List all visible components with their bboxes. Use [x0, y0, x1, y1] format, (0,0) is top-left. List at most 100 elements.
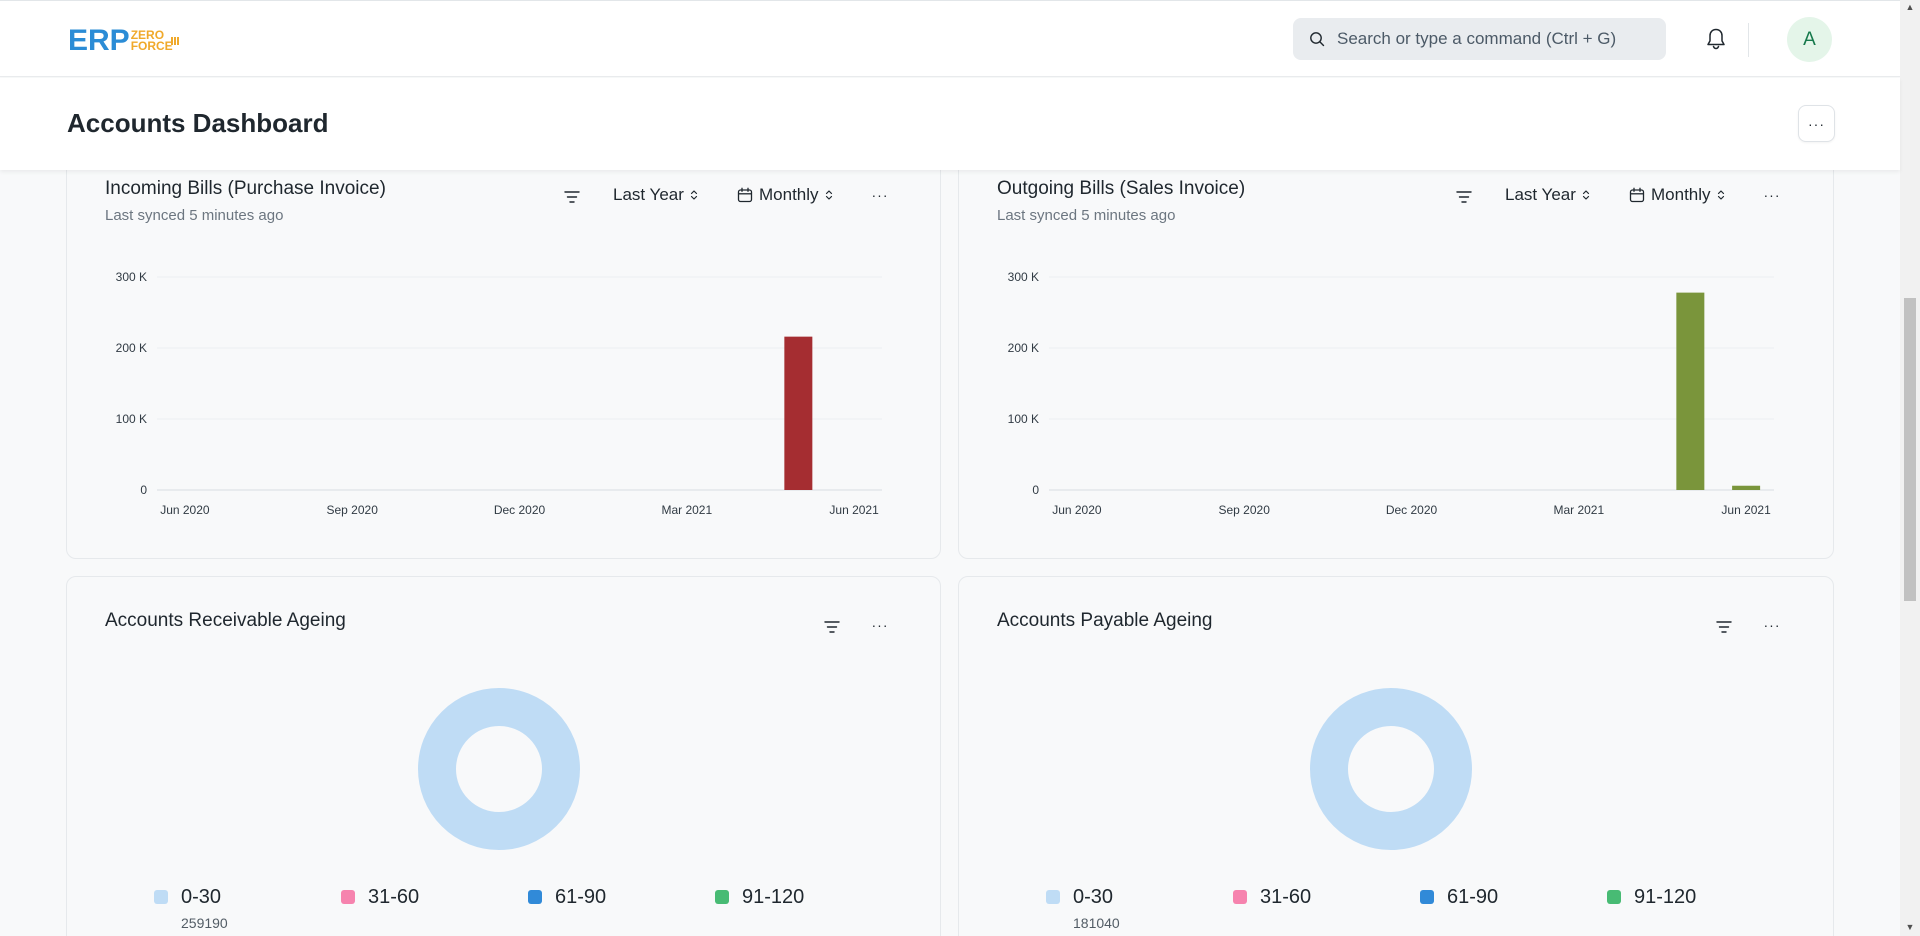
page-title: Accounts Dashboard — [67, 108, 329, 138]
x-tick-label: Sep 2020 — [326, 503, 378, 517]
user-avatar[interactable]: A — [1787, 17, 1832, 62]
card-menu-button[interactable]: ··· — [867, 185, 893, 205]
bar-may-2021[interactable] — [1676, 292, 1705, 490]
notification-bell-icon[interactable] — [1705, 27, 1727, 56]
y-tick-label: 100 K — [1008, 412, 1039, 426]
bar-may-2021[interactable] — [784, 336, 813, 490]
legend-label: 61-90 — [555, 886, 607, 908]
legend-swatch — [1233, 890, 1247, 904]
more-icon: ··· — [871, 187, 889, 203]
card-title: Incoming Bills (Purchase Invoice) — [105, 178, 386, 199]
time-range-select[interactable]: Last Year — [1505, 185, 1590, 205]
interval-select[interactable]: Monthly — [737, 185, 833, 205]
y-tick-label: 0 — [1032, 483, 1039, 497]
search-icon — [1310, 32, 1325, 47]
sort-chevron-icon — [1582, 190, 1590, 200]
x-tick-label: Jun 2020 — [160, 503, 210, 517]
filter-button[interactable] — [820, 617, 844, 637]
receivable-ageing-card: Accounts Receivable Ageing ··· 0-30 25919… — [66, 576, 941, 936]
calendar-icon — [737, 187, 753, 203]
legend-swatch — [528, 890, 542, 904]
y-tick-label: 0 — [140, 483, 147, 497]
filter-icon — [1716, 621, 1732, 633]
y-tick-label: 300 K — [116, 270, 147, 284]
interval-label: Monthly — [759, 185, 819, 204]
x-tick-label: Mar 2021 — [661, 503, 712, 517]
legend-swatch — [715, 890, 729, 904]
outgoing-bills-card: Outgoing Bills (Sales Invoice) Last sync… — [958, 150, 1834, 559]
page-scrollbar[interactable]: ▲ ▼ — [1900, 0, 1920, 936]
legend-label: 61-90 — [1447, 886, 1499, 908]
legend-label: 91-120 — [1634, 886, 1697, 908]
legend-swatch — [1046, 890, 1060, 904]
payable-ageing-donut — [1310, 688, 1472, 850]
scroll-down-arrow-icon[interactable]: ▼ — [1905, 922, 1915, 932]
legend-label: 0-30 — [181, 886, 222, 908]
filter-button[interactable] — [1712, 617, 1736, 637]
more-icon: ··· — [1763, 187, 1781, 203]
navbar: ERP ZERO FORCE Search or type a command … — [0, 0, 1900, 77]
payable-ageing-card: Accounts Payable Ageing ··· 0-30 181040 31… — [958, 576, 1834, 936]
search-placeholder: Search or type a command (Ctrl + G) — [1337, 29, 1617, 48]
filter-button[interactable] — [1452, 187, 1476, 207]
y-tick-label: 300 K — [1008, 270, 1039, 284]
more-icon: ··· — [1763, 617, 1781, 633]
legend-value: 259190 — [181, 915, 228, 931]
scrollbar-thumb[interactable] — [1904, 298, 1916, 601]
card-menu-button[interactable]: ··· — [1759, 615, 1785, 635]
card-title: Accounts Receivable Ageing — [105, 610, 346, 631]
y-tick-label: 100 K — [116, 412, 147, 426]
logo-line-2: FORCE — [130, 39, 173, 53]
legend-swatch — [154, 890, 168, 904]
page-header: Accounts Dashboard ··· — [0, 78, 1900, 170]
legend-swatch — [1607, 890, 1621, 904]
legend-label: 31-60 — [1260, 886, 1312, 908]
filter-icon — [564, 191, 580, 203]
x-tick-label: Sep 2020 — [1218, 503, 1270, 517]
incoming-bills-chart: 0 100 K 200 K 300 K Jun 2020 Sep 2020 Dec 2020… — [116, 270, 882, 517]
x-tick-label: Jun 2021 — [1721, 503, 1771, 517]
logo-erp-text: ERP — [68, 24, 130, 57]
more-icon: ··· — [871, 617, 889, 633]
sort-chevron-icon — [690, 190, 698, 200]
legend-swatch — [1420, 890, 1434, 904]
interval-label: Monthly — [1651, 185, 1711, 204]
legend-label: 0-30 — [1073, 886, 1114, 908]
time-range-label: Last Year — [613, 185, 684, 204]
donut-slice-0-30[interactable] — [418, 688, 580, 850]
bar-jun-2021[interactable] — [1732, 485, 1761, 490]
receivable-ageing-donut — [418, 688, 580, 850]
x-tick-label: Jun 2020 — [1052, 503, 1102, 517]
time-range-select[interactable]: Last Year — [613, 185, 698, 205]
last-synced-text: Last synced 5 minutes ago — [105, 207, 284, 224]
logo-line-1: ZERO — [130, 28, 165, 42]
interval-select[interactable]: Monthly — [1629, 185, 1725, 205]
x-tick-label: Dec 2020 — [1386, 503, 1438, 517]
navbar-divider — [1748, 23, 1749, 57]
incoming-bills-card: Incoming Bills (Purchase Invoice) Last s… — [66, 150, 941, 559]
more-icon: ··· — [1808, 115, 1825, 132]
donut-slice-0-30[interactable] — [1310, 688, 1472, 850]
card-menu-button[interactable]: ··· — [1759, 185, 1785, 205]
logo-zeroforce-text: ZERO FORCE — [130, 28, 179, 53]
legend-swatch — [341, 890, 355, 904]
sort-chevron-icon — [825, 190, 832, 200]
search-bar[interactable]: Search or type a command (Ctrl + G) — [1293, 18, 1666, 60]
scroll-up-arrow-icon[interactable]: ▲ — [1905, 2, 1915, 12]
filter-button[interactable] — [560, 187, 584, 207]
page-menu-button[interactable]: ··· — [1798, 105, 1835, 142]
filter-icon — [824, 621, 840, 633]
x-tick-label: Jun 2021 — [829, 503, 879, 517]
x-tick-label: Dec 2020 — [494, 503, 546, 517]
y-tick-label: 200 K — [1008, 341, 1039, 355]
card-title: Outgoing Bills (Sales Invoice) — [997, 178, 1246, 199]
legend-value: 181040 — [1073, 915, 1120, 931]
card-menu-button[interactable]: ··· — [867, 615, 893, 635]
time-range-label: Last Year — [1505, 185, 1576, 204]
app-logo[interactable]: ERP ZERO FORCE — [68, 23, 179, 59]
legend-label: 31-60 — [368, 886, 420, 908]
logo-bars-icon — [170, 37, 179, 45]
sort-chevron-icon — [1717, 190, 1724, 200]
legend-label: 91-120 — [742, 886, 805, 908]
card-title: Accounts Payable Ageing — [997, 610, 1213, 631]
